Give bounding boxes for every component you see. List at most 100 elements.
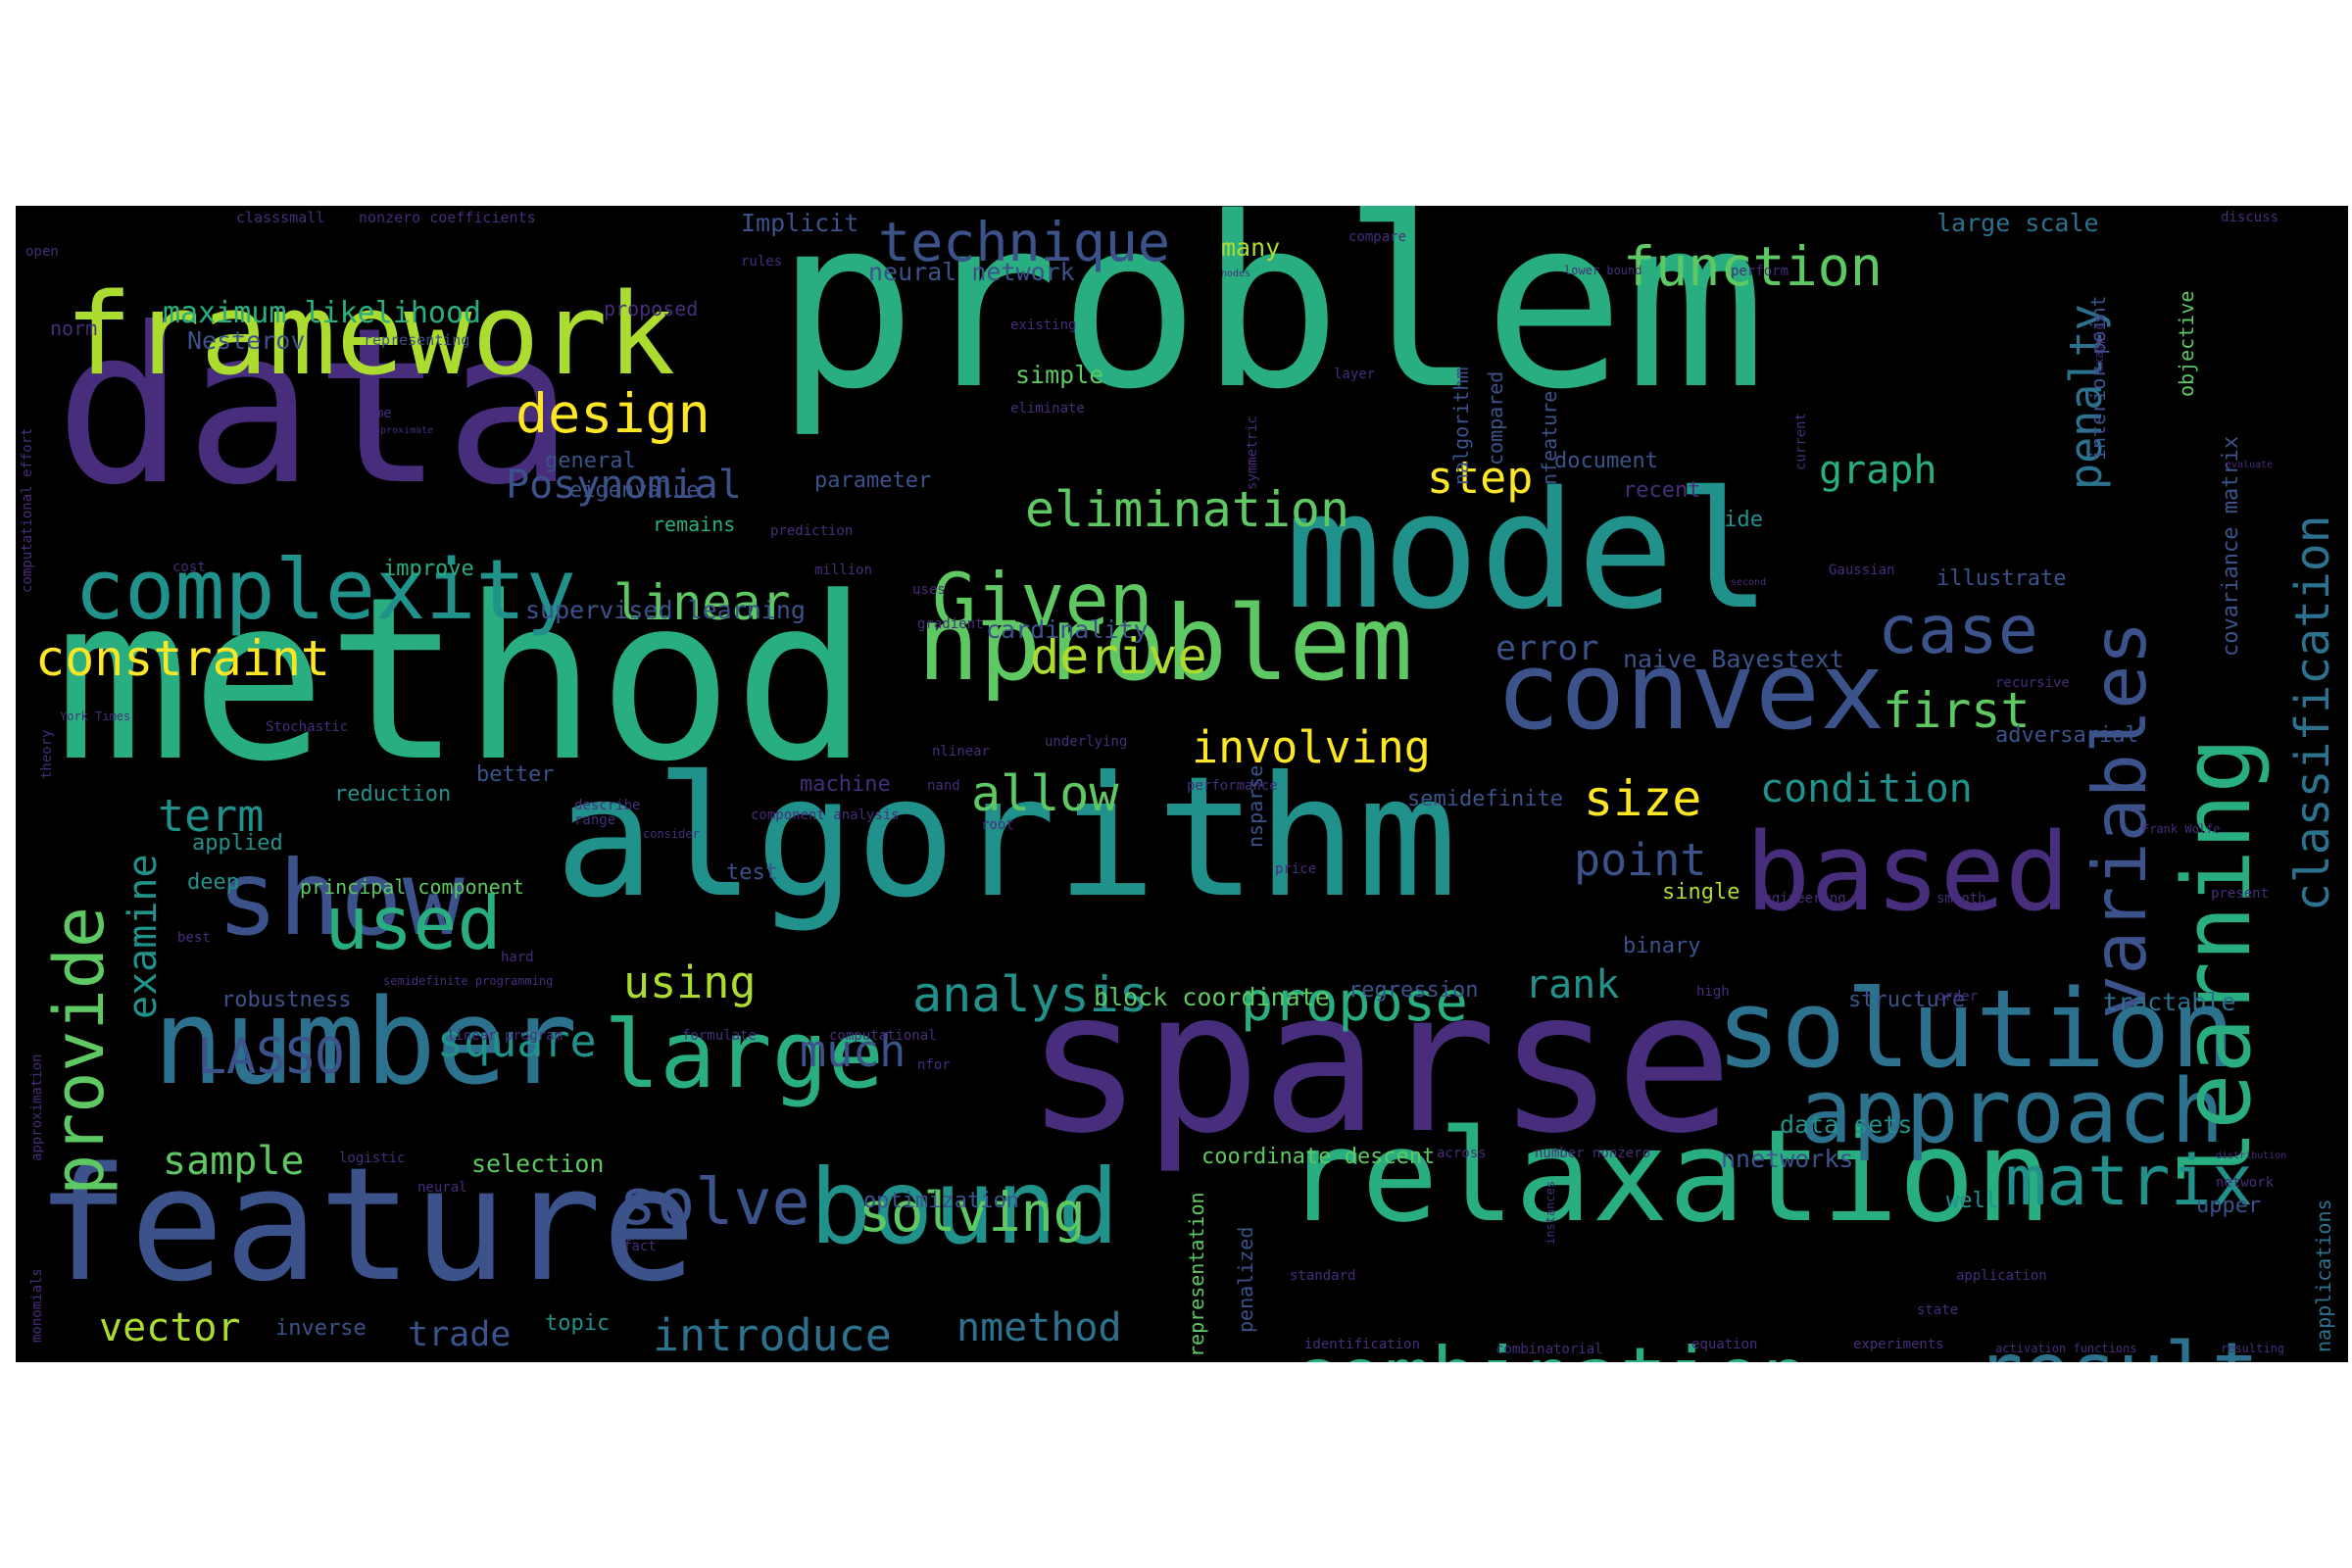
word-propose: propose: [1241, 970, 1468, 1033]
word-smooth: smooth: [1936, 891, 1986, 906]
word-objective: objective: [2175, 290, 2198, 397]
word-improve: improve: [383, 557, 474, 581]
word-remains: remains: [653, 513, 736, 536]
word-posynomial: Posynomial: [506, 463, 742, 508]
word-framework: framework: [65, 270, 676, 401]
word-technique: technique: [878, 211, 1171, 273]
word-large: large: [604, 1002, 884, 1109]
word-algorithm: algorithm: [555, 741, 1458, 935]
word-sample: sample: [163, 1139, 305, 1184]
word-lasso: LASSO: [197, 1028, 345, 1085]
word-many: many: [1221, 233, 1281, 262]
word-time: time: [359, 406, 392, 421]
word-machine: machine: [800, 772, 891, 797]
word-neural-network: neural network: [868, 258, 1075, 286]
word-feature: feature: [35, 1133, 697, 1316]
word-well: well: [1946, 1189, 1998, 1213]
word-semidefinite-programming: semidefinite programming: [383, 974, 554, 988]
word-recent: recent: [1623, 478, 1701, 503]
word-consider: consider: [643, 827, 700, 841]
word-network: network: [2216, 1175, 2275, 1191]
word-much: much: [800, 1025, 906, 1077]
word-trade: trade: [408, 1315, 512, 1354]
word-compare: compare: [1348, 229, 1407, 245]
word-constraint: constraint: [35, 630, 331, 687]
word-stochastic: Stochastic: [266, 719, 349, 735]
word-optimization: optimization: [863, 1189, 1019, 1213]
word-based: based: [1745, 809, 2071, 935]
word-instances: instances: [1544, 1180, 1557, 1245]
word-price: price: [1275, 861, 1317, 877]
word-using: using: [623, 956, 757, 1008]
word-first: first: [1883, 682, 2031, 739]
word-model: model: [1285, 457, 1772, 645]
word-derive: derive: [1030, 628, 1207, 685]
word-representing: representing: [364, 331, 470, 349]
word-high: high: [1696, 984, 1730, 1000]
word-analysis: analysis: [912, 966, 1149, 1023]
word-term: term: [158, 790, 265, 842]
word-nand: nand: [927, 778, 960, 794]
word-semidefinite: semidefinite: [1407, 787, 1563, 811]
word-nproblem: nproblem: [917, 584, 1413, 704]
word-single: single: [1662, 880, 1740, 905]
word-frank-wolfe: Frank Wolfe: [2142, 822, 2221, 836]
word-performance: performance: [1187, 778, 1278, 794]
word-introduce: introduce: [653, 1309, 892, 1361]
word-rules: rules: [741, 254, 783, 270]
word-range: range: [574, 812, 616, 828]
word-open: open: [25, 244, 59, 260]
word-second: second: [1731, 577, 1767, 588]
word-problem: problem: [775, 206, 1767, 441]
word-fact: fact: [623, 1239, 657, 1254]
word-napplications: napplications: [2312, 1199, 2335, 1352]
word-linear-program: linear program: [447, 1028, 564, 1044]
word-combinatorial: combinatorial: [1495, 1342, 1603, 1357]
word-rank: rank: [1525, 962, 1620, 1007]
word-learning: learning: [2164, 737, 2272, 1186]
word-existing: existing: [1010, 318, 1077, 333]
word-condition: condition: [1760, 766, 1973, 811]
word-computational: computational: [829, 1028, 937, 1044]
word-supervised-learning: supervised learning: [525, 596, 806, 624]
word-implicit: Implicit: [741, 209, 859, 237]
word-principal-component: principal component: [300, 875, 524, 899]
word-better: better: [476, 762, 555, 787]
word-prediction: prediction: [770, 523, 854, 539]
word-binary: binary: [1623, 934, 1701, 958]
word-linear: linear: [613, 574, 791, 631]
word-classsmall: classsmall: [236, 209, 325, 226]
word-square: square: [437, 1015, 597, 1067]
word-document: document: [1554, 449, 1658, 473]
word-formulate: formulate: [682, 1028, 757, 1044]
word-examples: examples: [2092, 316, 2106, 372]
word-nlinear: nlinear: [932, 744, 991, 760]
word-allow: allow: [971, 765, 1119, 822]
word-large-scale: large scale: [1936, 209, 2099, 237]
word-best: best: [177, 930, 211, 946]
word-state: state: [1917, 1302, 1959, 1318]
word-reduction: reduction: [334, 782, 452, 807]
word-describe: describe: [574, 798, 641, 813]
word-case: case: [1878, 592, 2038, 669]
word-number: number: [153, 975, 578, 1111]
word-simple: simple: [1015, 361, 1104, 389]
word-nsparse: nsparse: [1244, 764, 1267, 848]
word-solve: solve: [618, 1166, 810, 1240]
word-function: function: [1623, 235, 1883, 298]
word-solving: solving: [858, 1181, 1086, 1244]
word-discuss: discuss: [2221, 210, 2279, 225]
word-inverse: inverse: [275, 1316, 367, 1341]
word-perform: perform: [1731, 264, 1789, 279]
word-vector: vector: [99, 1305, 241, 1350]
word-gaussian: Gaussian: [1829, 563, 1895, 578]
word-maximum-likelihood: maximum likelihood: [163, 296, 482, 330]
word-illustrate: illustrate: [1936, 566, 2067, 591]
word-component-analysis: component analysis: [751, 808, 900, 823]
word-across: across: [1437, 1146, 1487, 1161]
word-show: show: [217, 839, 465, 958]
word-selection: selection: [471, 1150, 605, 1178]
word-combination: combination: [1290, 1338, 1809, 1363]
word-structure: structure: [1848, 988, 1966, 1012]
word-involving: involving: [1192, 721, 1431, 773]
